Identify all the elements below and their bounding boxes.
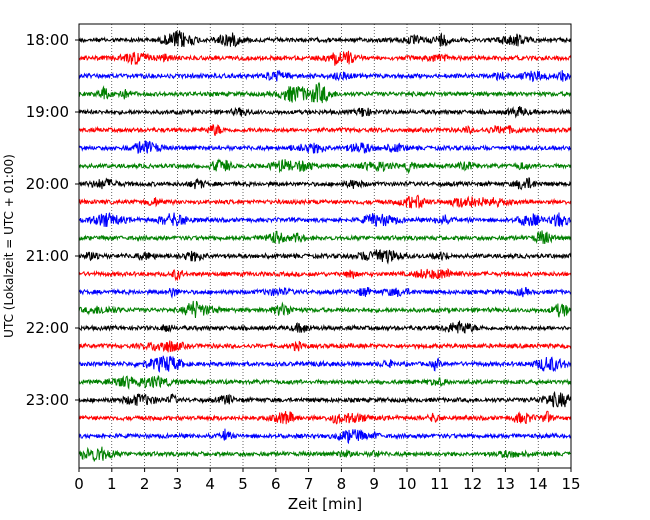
trace-18-15 <box>78 50 572 66</box>
y-tick-label: 18:00 <box>26 31 69 49</box>
y-tick-label: 19:00 <box>26 103 69 121</box>
trace-22-45 <box>78 374 572 390</box>
x-tick-label: 6 <box>271 475 281 493</box>
seismic-traces <box>78 30 572 462</box>
trace-21-00 <box>78 249 572 265</box>
x-tick-label: 3 <box>173 475 183 493</box>
trace-22-15 <box>78 340 572 353</box>
x-tick-label: 2 <box>140 475 150 493</box>
trace-19-45 <box>78 158 572 175</box>
x-tick-label: 12 <box>463 475 482 493</box>
x-tick-label: 8 <box>337 475 347 493</box>
trace-21-30 <box>78 286 572 299</box>
x-axis-label: Zeit [min] <box>288 495 362 513</box>
grid-lines <box>111 24 539 468</box>
y-tick-label: 23:00 <box>26 391 69 409</box>
trace-18-30 <box>78 69 572 83</box>
trace-23-30 <box>78 428 572 445</box>
trace-22-00 <box>78 320 572 334</box>
trace-22-30 <box>78 355 572 373</box>
x-tick-label: 15 <box>561 475 580 493</box>
trace-19-15 <box>78 124 572 137</box>
trace-19-30 <box>78 140 572 154</box>
trace-21-15 <box>78 267 572 282</box>
y-tick-label: 20:00 <box>26 175 69 193</box>
x-axis-ticks: 0 1 2 3 4 5 6 7 8 9 10 11 12 13 14 15 <box>74 468 581 493</box>
y-axis-label: UTC (Lokalzeit = UTC + 01:00) <box>2 154 16 338</box>
trace-23-45 <box>78 446 572 462</box>
x-tick-label: 9 <box>369 475 379 493</box>
x-tick-label: 4 <box>205 475 215 493</box>
trace-20-15 <box>78 194 572 209</box>
trace-20-30 <box>78 212 572 227</box>
y-tick-label: 21:00 <box>26 247 69 265</box>
trace-20-45 <box>78 230 572 245</box>
x-tick-label: 5 <box>238 475 248 493</box>
trace-23-15 <box>78 410 572 425</box>
plot-frame <box>78 23 572 469</box>
y-axis-ticks: 18:00 19:00 20:00 21:00 22:00 23:00 <box>26 31 79 409</box>
x-tick-label: 1 <box>107 475 117 493</box>
trace-18-00 <box>78 30 572 48</box>
x-tick-label: 0 <box>74 475 84 493</box>
x-tick-label: 7 <box>304 475 314 493</box>
trace-20-00 <box>78 177 572 191</box>
trace-21-45 <box>78 300 572 319</box>
trace-19-00 <box>78 106 572 119</box>
trace-18-45 <box>78 81 572 104</box>
trace-23-00 <box>78 390 572 408</box>
x-tick-label: 13 <box>496 475 515 493</box>
y-tick-label: 22:00 <box>26 319 69 337</box>
x-tick-label: 10 <box>397 475 416 493</box>
x-tick-label: 14 <box>529 475 548 493</box>
x-tick-label: 11 <box>430 475 449 493</box>
